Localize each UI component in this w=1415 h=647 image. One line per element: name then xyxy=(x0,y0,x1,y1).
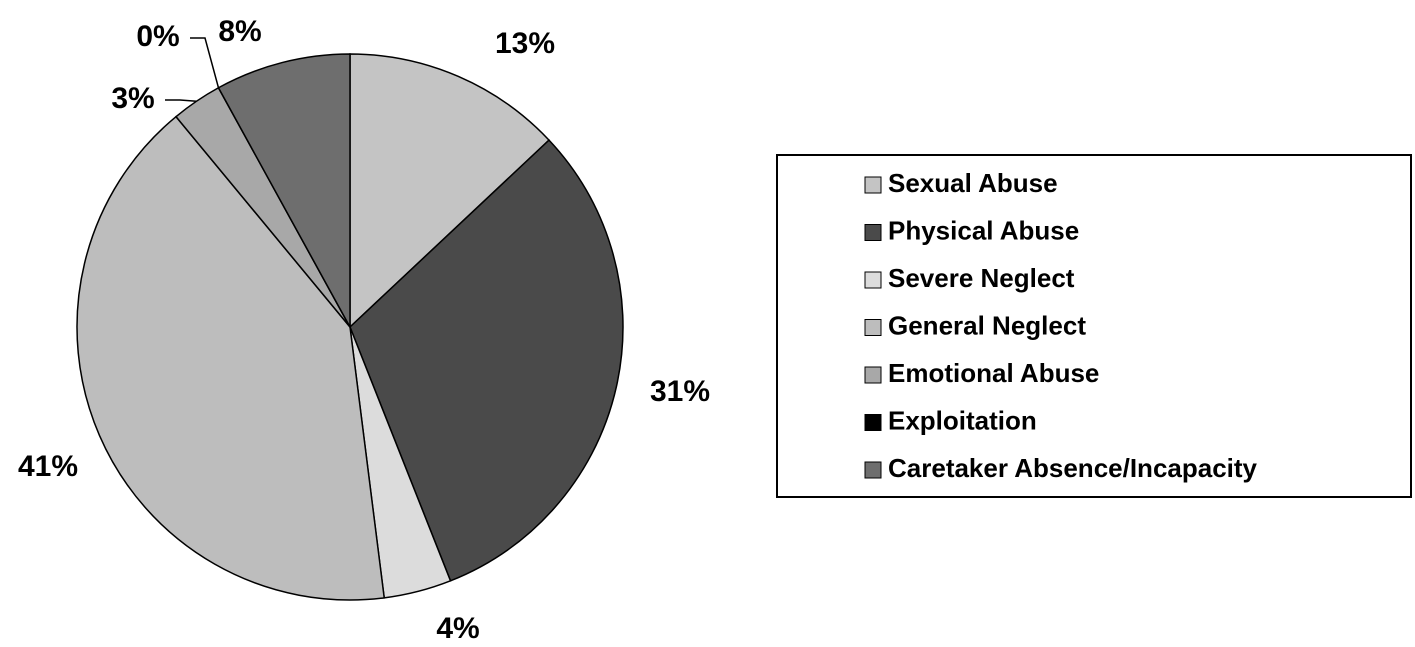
legend-label: Severe Neglect xyxy=(888,263,1075,293)
legend-label: Exploitation xyxy=(888,405,1037,435)
legend-label: Physical Abuse xyxy=(888,215,1079,245)
data-label: 4% xyxy=(436,612,479,645)
pie-slice xyxy=(349,53,551,329)
legend-label: Sexual Abuse xyxy=(888,168,1058,198)
pie-slice xyxy=(217,53,351,328)
legend-swatch xyxy=(864,224,882,241)
pie-slice xyxy=(349,139,624,582)
leader-line xyxy=(165,99,197,102)
data-label: 13% xyxy=(495,27,555,60)
data-label: 31% xyxy=(650,375,710,408)
legend-label: Caretaker Absence/Incapacity xyxy=(888,453,1258,483)
legend-swatch xyxy=(864,176,882,194)
leader-line xyxy=(190,37,220,88)
data-label: 41% xyxy=(18,450,78,483)
data-label: 0% xyxy=(136,20,179,53)
legend-swatch xyxy=(864,414,882,431)
legend-box xyxy=(776,154,1412,498)
legend-swatch xyxy=(864,366,882,384)
data-label: 3% xyxy=(111,82,154,115)
pie-slice xyxy=(76,115,386,601)
legend-swatch xyxy=(864,319,882,336)
legend-label: Emotional Abuse xyxy=(888,358,1099,388)
data-label: 8% xyxy=(218,15,261,48)
legend-swatch xyxy=(864,461,882,479)
legend-swatch xyxy=(864,271,882,289)
legend-label: General Neglect xyxy=(888,310,1086,340)
